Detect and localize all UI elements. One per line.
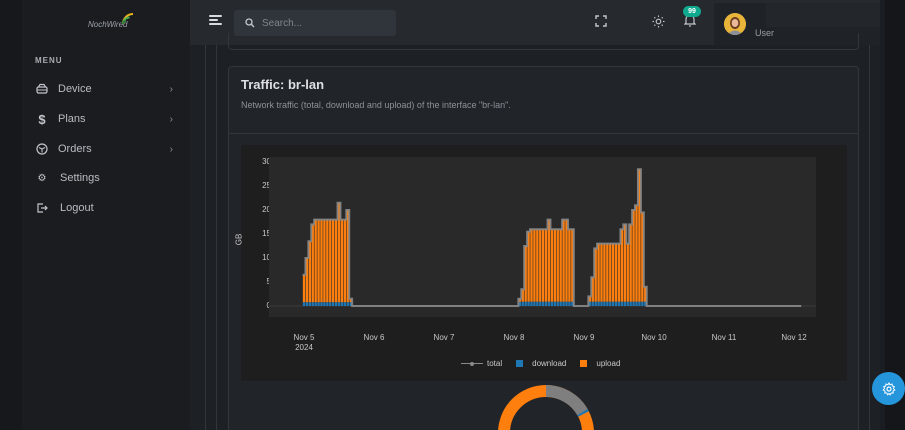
y-tick: 5 [266,277,271,286]
legend-download[interactable]: download [516,359,566,368]
y-tick: 30 [262,157,271,166]
sidebar-item-label: Orders [58,143,92,155]
y-tick: 15 [262,229,271,238]
swatch-icon [580,360,588,367]
sidebar-item-label: Settings [60,172,100,184]
sidebar-item-orders[interactable]: Orders › [35,139,185,159]
donut-chart[interactable] [497,384,595,430]
card-subtitle: Network traffic (total, download and upl… [241,100,511,110]
chart-legend: total download upload [461,359,634,368]
theme-toggle-icon[interactable] [650,13,666,29]
legend-upload[interactable]: upload [580,359,620,368]
menu-toggle-icon[interactable] [209,15,222,25]
logout-icon [35,201,49,215]
settings-fab[interactable] [872,372,905,405]
card-title: Traffic: br-lan [241,77,325,92]
device-icon [35,82,49,96]
avatar [724,13,746,35]
x-tick: Nov 6 [363,333,385,342]
topbar: 99 User [190,0,880,45]
swatch-icon [516,360,524,367]
sidebar-item-label: Plans [58,113,86,125]
y-tick: 20 [262,205,271,214]
x-tick: Nov 7 [433,333,455,342]
sidebar-item-label: Logout [60,202,94,214]
traffic-chart[interactable]: GB 0 5 10 15 20 25 30 Nov 5 2024 Nov 6 Nov 7 Nov 8… [234,145,847,381]
chevron-right-icon: › [169,83,173,95]
x-tick: Nov 12 [781,333,807,342]
notification-badge: 99 [683,6,701,17]
sidebar: NochWired MENU Device › $ Plans › Orders [22,0,190,430]
sidebar-item-plans[interactable]: $ Plans › [35,109,185,129]
legend-total[interactable]: total [461,359,502,368]
chevron-right-icon: › [169,143,173,155]
sidebar-item-label: Device [58,83,92,95]
layout-divider [869,45,870,430]
scrollbar-track [880,0,885,430]
x-tick: Nov 5 2024 [293,333,315,352]
layout-divider [205,45,206,430]
brand-logo[interactable]: NochWired [88,13,134,29]
line-marker-icon [461,361,483,366]
user-name: User [755,28,775,38]
search-input[interactable] [262,17,392,29]
sidebar-item-device[interactable]: Device › [35,79,185,99]
card-header: Traffic: br-lan Network traffic (total, … [229,67,858,134]
chart-plot-area[interactable] [269,157,816,317]
gear-icon [881,381,896,396]
x-tick: Nov 10 [641,333,667,342]
gear-icon: ⚙ [37,172,47,184]
layout-divider [216,45,217,430]
y-tick: 25 [262,181,271,190]
x-tick: Nov 8 [503,333,525,342]
y-tick: 0 [266,301,271,310]
outer-margin [0,0,22,430]
dollar-icon: $ [38,111,46,127]
brand-name: NochWired [88,20,128,29]
user-menu[interactable]: User [714,3,880,45]
x-tick: Nov 11 [711,333,737,342]
page-scrollbar[interactable] [880,0,905,430]
previous-card-bottom [228,33,859,50]
traffic-card: Traffic: br-lan Network traffic (total, … [228,66,859,430]
y-tick: 10 [262,253,271,262]
chevron-right-icon: › [169,113,173,125]
search-box [234,10,396,36]
wifi-logo-icon [122,13,134,25]
y-axis-label: GB [234,233,244,246]
fullscreen-icon[interactable] [593,13,609,29]
sidebar-item-settings[interactable]: ⚙ Settings [35,168,185,188]
sidebar-item-logout[interactable]: Logout [35,198,185,218]
box-icon [35,142,49,156]
x-tick: Nov 9 [573,333,595,342]
menu-title: MENU [35,56,63,65]
user-strip [766,3,880,27]
search-icon [245,18,255,28]
